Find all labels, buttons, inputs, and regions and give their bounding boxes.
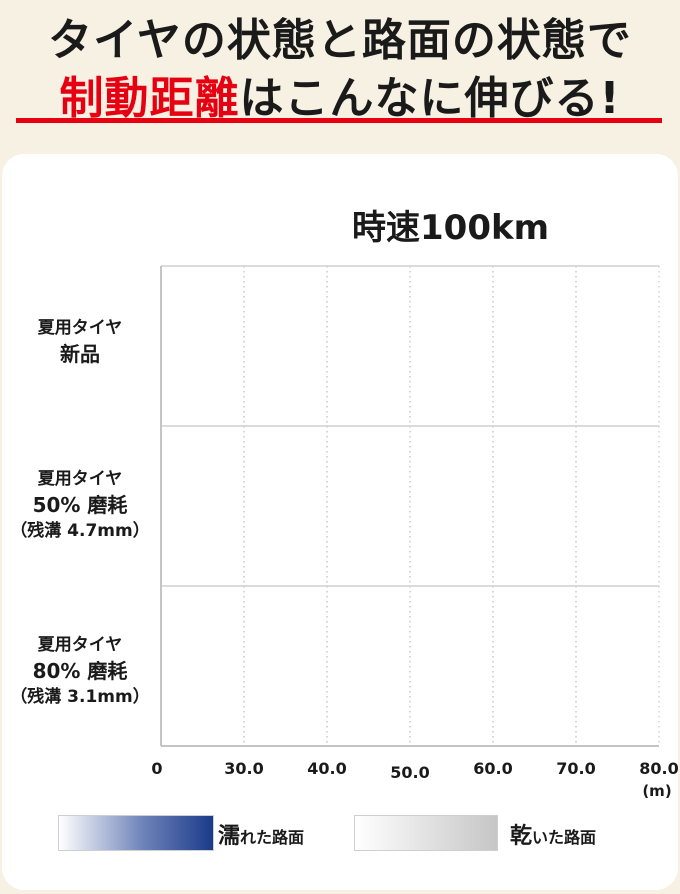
row-label-line1: 夏用タイヤ bbox=[37, 469, 123, 489]
legend-wet-lead: 濡 bbox=[218, 824, 241, 849]
x-tick-label: 40.0 bbox=[307, 759, 346, 778]
row-label-80: 夏用タイヤ 80% 磨耗 （残溝 3.1mm） bbox=[0, 632, 160, 710]
title-line-2: 制動距離はこんなに伸びる! bbox=[0, 62, 680, 126]
x-tick-label: 50.0 bbox=[390, 763, 429, 782]
row-label-line2: 50% 磨耗 bbox=[32, 493, 128, 517]
row-label-line1: 夏用タイヤ bbox=[37, 635, 123, 655]
legend-dry-lead: 乾 bbox=[510, 824, 533, 849]
x-tick-label: 80.0 bbox=[639, 759, 678, 778]
x-tick-label: 70.0 bbox=[556, 759, 595, 778]
legend-wet-label: 濡れた路面 bbox=[218, 818, 304, 850]
row-label-line3: （残溝 4.7mm） bbox=[10, 521, 150, 541]
x-tick-label: 0 bbox=[151, 759, 162, 778]
legend-dry-label: 乾いた路面 bbox=[510, 818, 596, 850]
title-underline bbox=[16, 118, 662, 123]
title-highlight: 制動距離 bbox=[59, 73, 240, 124]
x-tick-label: 30.0 bbox=[224, 759, 263, 778]
title-rest: はこんなに伸びる! bbox=[239, 73, 621, 124]
row-label-line3: （残溝 3.1mm） bbox=[10, 687, 150, 707]
chart-panel bbox=[2, 154, 678, 890]
row-label-line1: 夏用タイヤ bbox=[37, 318, 123, 338]
row-label-50: 夏用タイヤ 50% 磨耗 （残溝 4.7mm） bbox=[0, 466, 160, 544]
row-label-line2: 80% 磨耗 bbox=[32, 659, 128, 683]
header: タイヤの状態と路面の状態で 制動距離はこんなに伸びる! bbox=[0, 0, 680, 150]
legend-dry-swatch bbox=[354, 815, 498, 851]
legend-wet-swatch bbox=[58, 815, 214, 851]
title-line-1: タイヤの状態と路面の状態で bbox=[48, 15, 632, 66]
x-axis-unit: (m) bbox=[642, 782, 671, 800]
row-label-new: 夏用タイヤ 新品 bbox=[0, 315, 160, 367]
legend-dry-rest: いた路面 bbox=[532, 828, 597, 847]
x-tick-label: 60.0 bbox=[473, 759, 512, 778]
legend-wet-rest: れた路面 bbox=[240, 828, 305, 847]
chart-title: 時速100km bbox=[352, 208, 550, 248]
row-label-line2: 新品 bbox=[60, 342, 100, 366]
